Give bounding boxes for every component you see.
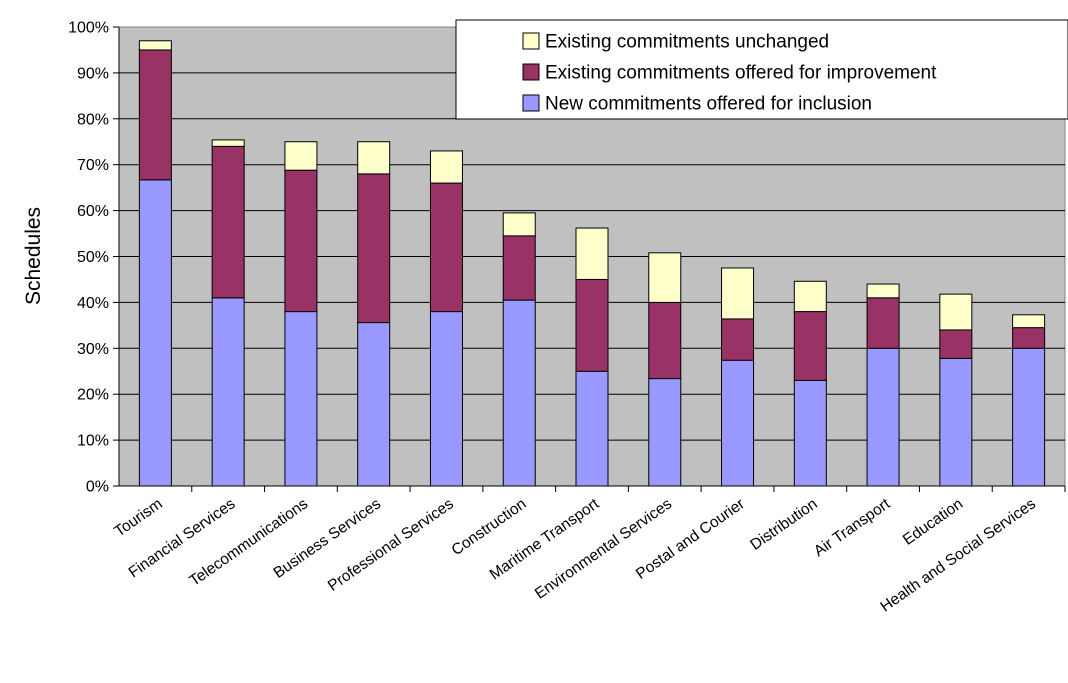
- bar-segment: [648, 301, 682, 380]
- bar-segment: [648, 378, 682, 487]
- bar-segment: [284, 169, 318, 313]
- x-tick-label: Education: [900, 495, 966, 548]
- y-tick-label: 60%: [77, 203, 109, 220]
- bar-segment: [721, 267, 755, 320]
- bar-segment: [138, 49, 172, 181]
- bar-segment: [793, 280, 827, 313]
- bar-segment: [502, 235, 536, 301]
- bar-segment: [429, 311, 463, 487]
- bar-segment: [502, 299, 536, 487]
- y-tick-label: 80%: [77, 111, 109, 128]
- legend-label: Existing commitments unchanged: [545, 32, 829, 53]
- axes: [113, 26, 1066, 492]
- bar-segment: [284, 141, 318, 171]
- bar-segment: [939, 329, 973, 359]
- bar-segment: [357, 322, 391, 487]
- bar-segment: [211, 145, 245, 299]
- x-tick-label: Professional Services: [325, 495, 457, 595]
- legend-box: [455, 19, 1068, 120]
- x-tick-label: Air Transport: [811, 495, 894, 560]
- bar-segment: [357, 141, 391, 175]
- legend-swatch: [522, 94, 540, 112]
- bar-segment: [211, 297, 245, 487]
- bar-segment: [138, 40, 172, 51]
- y-axis-label: Schedules: [22, 207, 45, 305]
- legend: Existing commitments unchanged Existing c…: [455, 19, 1068, 120]
- bar-segment: [1012, 347, 1046, 487]
- legend-label: New commitments offered for inclusion: [545, 94, 872, 115]
- bar-segment: [575, 278, 609, 372]
- bar-segment: [866, 297, 900, 349]
- x-tick-label: Tourism: [111, 495, 165, 540]
- bar-segment: [721, 318, 755, 361]
- legend-label: Existing commitments offered for improve…: [545, 63, 937, 84]
- legend-swatch: [522, 32, 540, 50]
- bar-segment: [866, 347, 900, 487]
- x-tick-label: Environmental Services: [532, 495, 675, 602]
- y-tick-label: 0%: [86, 479, 109, 496]
- legend-swatch: [522, 63, 540, 81]
- bar-segment: [648, 252, 682, 303]
- bar-segment: [575, 370, 609, 487]
- y-tick-label: 30%: [77, 341, 109, 358]
- y-tick-label: 10%: [77, 433, 109, 450]
- bar-segment: [502, 212, 536, 237]
- bar-segment: [793, 311, 827, 381]
- bar-segment: [429, 150, 463, 184]
- x-tick-label: Distribution: [747, 495, 820, 553]
- y-tick-label: 90%: [77, 65, 109, 82]
- bar-segment: [939, 357, 973, 487]
- bar-segment: [575, 227, 609, 280]
- y-tick-label: 70%: [77, 157, 109, 174]
- y-tick-label: 100%: [68, 20, 109, 37]
- y-tick-label: 50%: [77, 249, 109, 266]
- bar-segment: [1012, 327, 1046, 349]
- y-tick-label: 20%: [77, 387, 109, 404]
- bars: [138, 40, 1046, 487]
- bar-segment: [429, 182, 463, 313]
- bar-segment: [866, 283, 900, 299]
- y-tick-labels: 0% 10% 20% 30% 40% 50% 60% 70% 80% 90% 100%: [68, 20, 109, 496]
- bar-segment: [721, 359, 755, 487]
- x-tick-label: Telecommunications: [186, 495, 311, 590]
- bar-segment: [1012, 314, 1046, 329]
- bar-segment: [138, 179, 172, 487]
- bar-segment: [284, 311, 318, 487]
- y-tick-label: 40%: [77, 295, 109, 312]
- bar-segment: [793, 379, 827, 487]
- bar-segment: [211, 139, 245, 147]
- bar-segment: [939, 293, 973, 331]
- bar-segment: [357, 173, 391, 324]
